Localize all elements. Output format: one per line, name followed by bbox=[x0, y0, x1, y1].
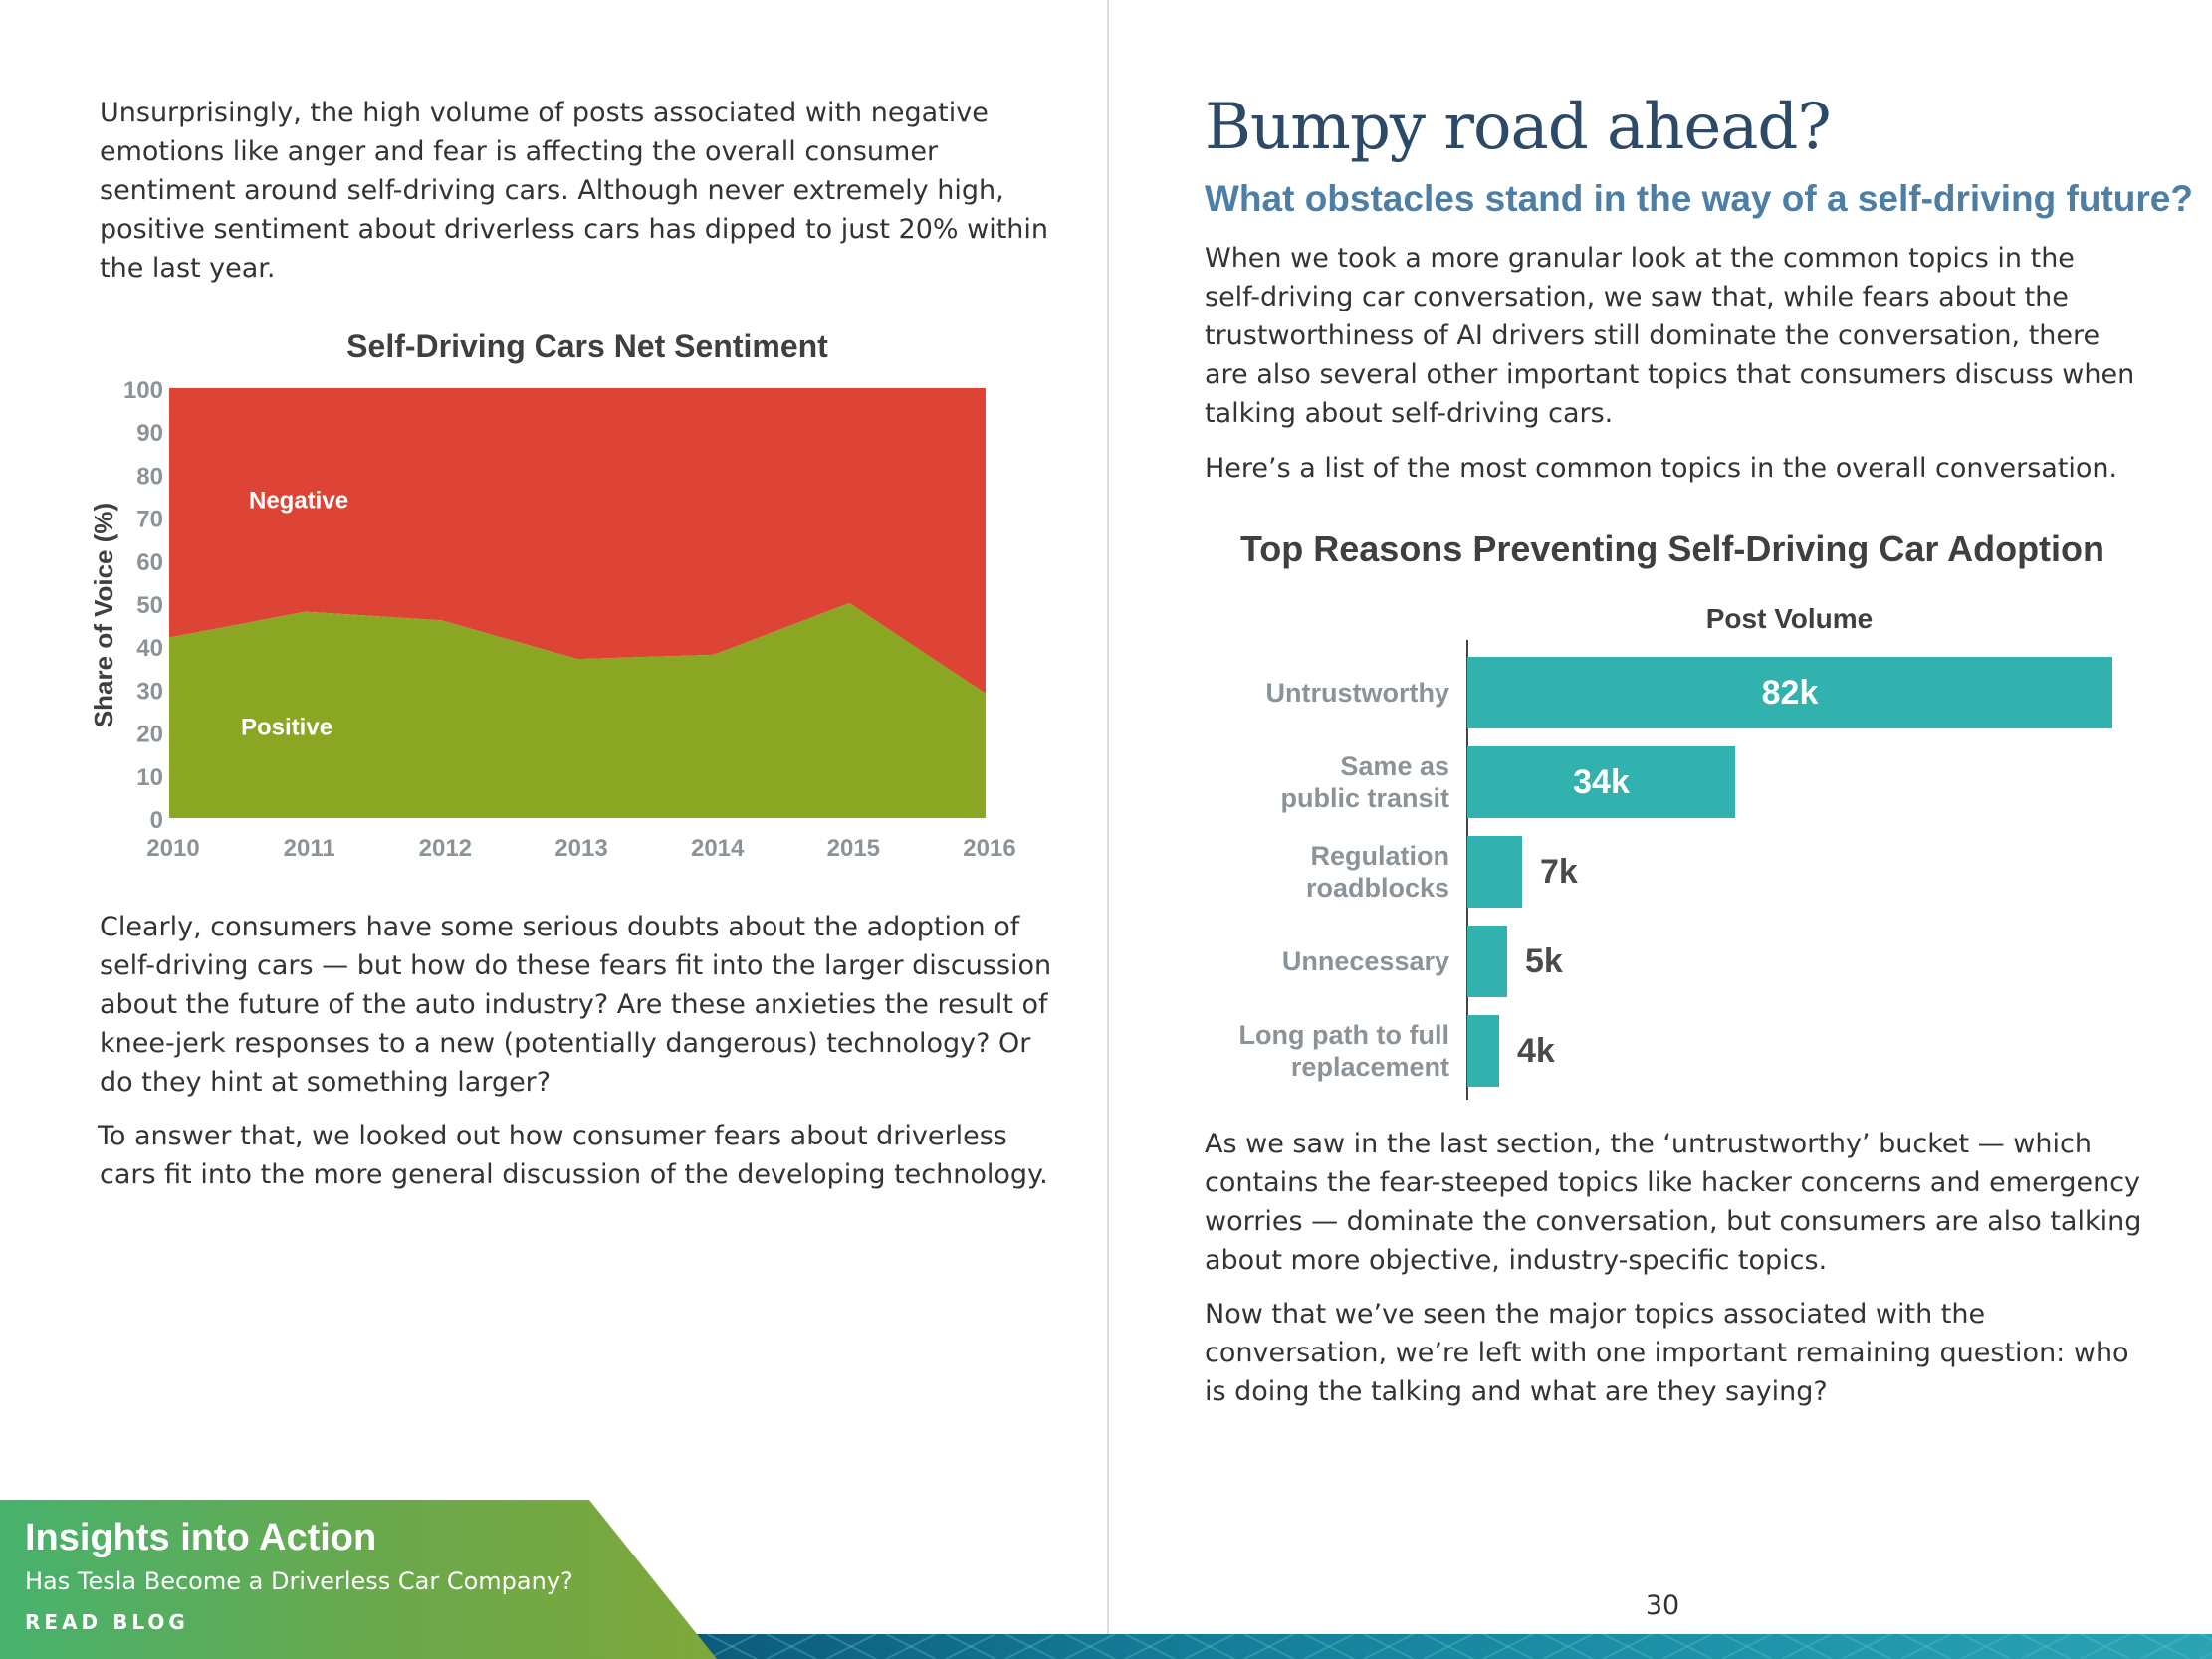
bar bbox=[1467, 926, 1507, 997]
negative-area bbox=[169, 388, 986, 694]
bar: 34k bbox=[1467, 746, 1735, 818]
page-subtitle: What obstacles stand in the way of a sel… bbox=[1205, 178, 2193, 219]
x-tick-label: 2014 bbox=[691, 835, 745, 862]
text-line: trustworthiness of AI drivers still domi… bbox=[1205, 320, 2101, 351]
text-line: Now that we’ve seen the major topics ass… bbox=[1205, 1299, 1986, 1330]
bar-category-label: Long path to full replacement bbox=[1238, 1020, 1449, 1082]
series-label-negative: Negative bbox=[249, 487, 348, 514]
bar-category-label: Untrustworthy bbox=[1265, 678, 1450, 708]
y-tick-label: 10 bbox=[136, 764, 163, 791]
x-tick-label: 2013 bbox=[554, 835, 607, 862]
x-tick-label: 2015 bbox=[827, 835, 880, 862]
page-number: 30 bbox=[1645, 1590, 1680, 1621]
bar-category-label: Regulation roadblocks bbox=[1305, 841, 1449, 903]
topics-paragraph: When we took a more granular look at the… bbox=[1205, 239, 2134, 433]
x-tick-label: 2012 bbox=[419, 835, 472, 862]
insights-banner[interactable] bbox=[0, 1500, 717, 1659]
answer-paragraph: To answer that, we looked out how consum… bbox=[98, 1117, 1048, 1194]
bar bbox=[1467, 836, 1522, 908]
bar-row: Untrustworthy 82k bbox=[1205, 657, 2210, 728]
page-divider bbox=[1107, 0, 1109, 1659]
y-tick-label: 90 bbox=[136, 420, 163, 447]
text-line: As we saw in the last section, the ‘untr… bbox=[1205, 1129, 2092, 1159]
list-intro-paragraph: Here’s a list of the most common topics … bbox=[1205, 453, 2118, 484]
x-tick-label: 2010 bbox=[146, 835, 199, 862]
pattern-graphic bbox=[687, 1634, 2212, 1659]
page-title: Bumpy road ahead? bbox=[1205, 91, 1832, 164]
doubts-paragraph: Clearly, consumers have some serious dou… bbox=[100, 908, 1051, 1102]
bar-value-label: 4k bbox=[1517, 1031, 1555, 1070]
y-tick-label: 60 bbox=[136, 549, 163, 576]
text-line: positive sentiment about driverless cars… bbox=[100, 214, 1049, 245]
x-tick-label: 2011 bbox=[284, 835, 335, 862]
text-line: Clearly, consumers have some serious dou… bbox=[100, 912, 1020, 942]
bar-chart-title: Top Reasons Preventing Self-Driving Car … bbox=[1239, 528, 2105, 569]
text-line: knee-jerk responses to a new (potentiall… bbox=[100, 1028, 1031, 1059]
bar-value-label: 5k bbox=[1525, 941, 1563, 980]
bar bbox=[1467, 1015, 1499, 1087]
text-line: worries — dominate the conversation, but… bbox=[1205, 1206, 2142, 1237]
banner-subtitle[interactable]: Has Tesla Become a Driverless Car Compan… bbox=[25, 1567, 573, 1595]
y-tick-label: 0 bbox=[150, 807, 163, 834]
y-tick-label: 40 bbox=[136, 635, 163, 662]
y-tick-label: 80 bbox=[136, 463, 163, 490]
bar-category-label: Same as public transit bbox=[1280, 751, 1449, 813]
text-line: Unsurprisingly, the high volume of posts… bbox=[100, 98, 989, 128]
series-label-positive: Positive bbox=[241, 715, 332, 741]
text-line: talking about self-driving cars. bbox=[1205, 398, 1614, 429]
bar-row: Same as public transit 34k bbox=[1205, 746, 2210, 818]
y-tick-label: 20 bbox=[136, 722, 163, 748]
banner-title: Insights into Action bbox=[25, 1517, 377, 1558]
sentiment-area-chart: Self-Driving Cars Net Sentiment Negative P… bbox=[89, 328, 1015, 862]
text-line: the last year. bbox=[100, 253, 276, 284]
text-line: sentiment around self-driving cars. Alth… bbox=[100, 175, 1004, 206]
text-line: To answer that, we looked out how consum… bbox=[98, 1121, 1007, 1151]
closing-paragraph: Now that we’ve seen the major topics ass… bbox=[1205, 1295, 2129, 1411]
text-line: emotions like anger and fear is affectin… bbox=[100, 136, 939, 167]
bar-value-label: 34k bbox=[1573, 762, 1630, 801]
y-tick-label: 30 bbox=[136, 678, 163, 705]
untrustworthy-paragraph: As we saw in the last section, the ‘untr… bbox=[1205, 1125, 2141, 1280]
y-tick-label: 50 bbox=[136, 592, 163, 619]
bar-value-label: 7k bbox=[1540, 852, 1578, 891]
text-line: self-driving car conversation, we saw th… bbox=[1205, 282, 2069, 312]
positive-area bbox=[169, 603, 986, 818]
y-axis-label: Share of Voice (%) bbox=[89, 503, 118, 727]
bar-category-label: Unnecessary bbox=[1281, 946, 1449, 976]
text-line: cars fit into the more general discussio… bbox=[100, 1159, 1048, 1190]
bar: 82k bbox=[1467, 657, 2112, 728]
intro-paragraph: Unsurprisingly, the high volume of posts… bbox=[100, 94, 1048, 288]
text-line: When we took a more granular look at the… bbox=[1205, 243, 2075, 274]
bar-row: Regulation roadblocks 7k bbox=[1205, 836, 2210, 908]
text-line: are also several other important topics … bbox=[1205, 359, 2135, 390]
y-tick-label: 70 bbox=[136, 507, 163, 533]
text-line: is doing the talking and what are they s… bbox=[1205, 1376, 1828, 1407]
text-line: conversation, we’re left with one import… bbox=[1205, 1338, 2129, 1368]
x-tick-label: 2016 bbox=[963, 835, 1015, 862]
text-line: do they hint at something larger? bbox=[100, 1067, 552, 1098]
text-line: about the future of the auto industry? A… bbox=[100, 989, 1048, 1020]
text-line: self-driving cars — but how do these fea… bbox=[100, 950, 1052, 981]
bar-row: Unnecessary 5k bbox=[1205, 926, 2210, 997]
bar-chart-axis-label: Post Volume bbox=[1705, 603, 1874, 634]
bar-value-label: 82k bbox=[1761, 673, 1819, 712]
text-line: contains the fear-steeped topics like ha… bbox=[1205, 1167, 2141, 1198]
read-blog-link[interactable]: READ BLOG bbox=[25, 1610, 189, 1634]
decorative-footer-strip bbox=[687, 1634, 2212, 1659]
bar-row: Long path to full replacement 4k bbox=[1205, 1015, 2210, 1087]
y-tick-label: 100 bbox=[123, 377, 163, 404]
text-line: about more objective, industry-specific … bbox=[1205, 1245, 1828, 1276]
chart-title: Self-Driving Cars Net Sentiment bbox=[346, 328, 828, 364]
